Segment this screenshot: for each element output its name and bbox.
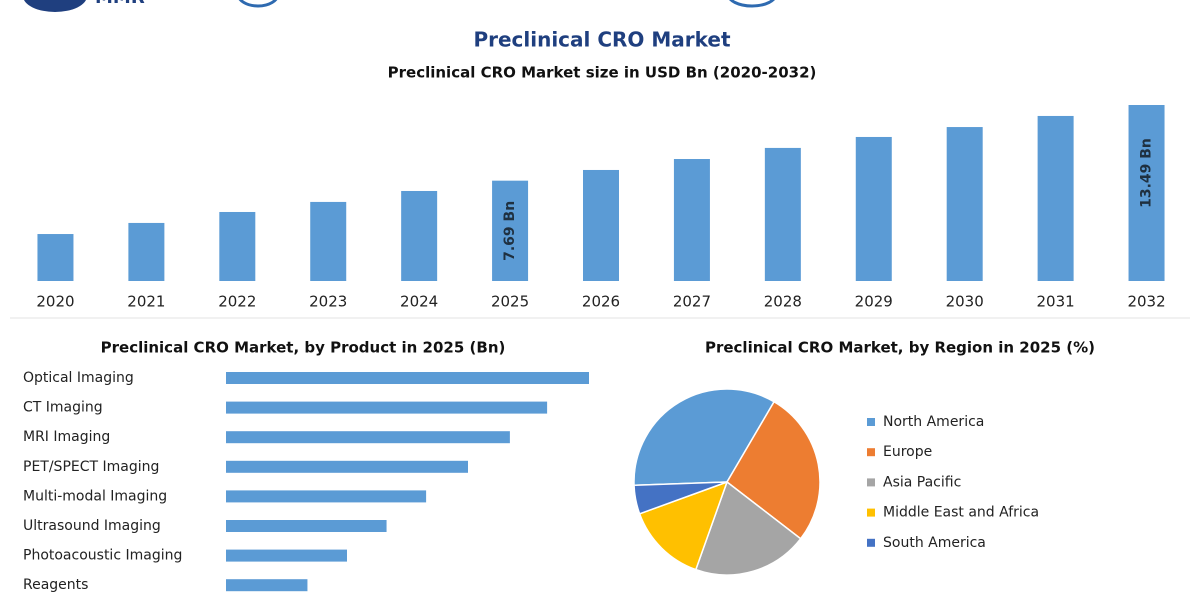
- bar: [764, 147, 801, 281]
- x-tick-label: 2029: [855, 293, 893, 311]
- y-tick-label: Optical Imaging: [23, 370, 134, 386]
- y-tick-label: Ultrasound Imaging: [23, 518, 161, 534]
- logo-shape: [729, 0, 775, 8]
- x-tick-label: 2021: [127, 293, 165, 311]
- pie-slice: [638, 480, 729, 571]
- legend-label: Europe: [883, 444, 932, 460]
- legend-swatch: [867, 478, 875, 487]
- bar: [855, 136, 892, 281]
- bar: [492, 180, 529, 281]
- legend-label: Asia Pacific: [883, 474, 961, 490]
- chart-title: Preclinical CRO Market, by Region in 202…: [705, 339, 1095, 357]
- x-tick-label: 2025: [491, 293, 529, 311]
- bar: [946, 127, 983, 282]
- y-tick-label: MRI Imaging: [23, 429, 110, 445]
- x-tick-label: 2028: [764, 293, 802, 311]
- y-tick-label: PET/SPECT Imaging: [23, 459, 159, 475]
- bar: [226, 520, 387, 532]
- bar: [226, 401, 548, 414]
- legend-swatch: [867, 508, 875, 517]
- x-tick-label: 2032: [1127, 293, 1165, 311]
- bar: [583, 169, 619, 281]
- value-label: 13.49 Bn: [1139, 138, 1155, 208]
- chart-title: Preclinical CRO Market size in USD Bn (2…: [388, 64, 817, 82]
- bar: [128, 222, 165, 281]
- x-tick-label: 2031: [1037, 293, 1075, 311]
- bar: [226, 549, 347, 562]
- bar: [401, 190, 438, 281]
- value-label: 7.69 Bn: [502, 201, 518, 261]
- pie-slice: [726, 400, 821, 540]
- logo-text: MMR: [95, 0, 145, 8]
- chart-title: Preclinical CRO Market, by Product in 20…: [101, 339, 506, 357]
- x-tick-label: 2023: [309, 293, 347, 311]
- legend-label: South America: [883, 535, 986, 551]
- x-tick-label: 2027: [673, 293, 711, 311]
- x-tick-label: 2030: [946, 293, 984, 311]
- logo-shape: [24, 0, 86, 12]
- bar: [226, 579, 308, 592]
- bar: [1037, 115, 1074, 281]
- pie-slice: [633, 481, 728, 515]
- bar: [226, 460, 468, 473]
- bar: [226, 372, 589, 384]
- legend-label: Middle East and Africa: [883, 505, 1039, 521]
- pie-slice: [694, 480, 802, 576]
- bar: [1128, 105, 1165, 281]
- logo-shape: [238, 0, 278, 8]
- y-tick-label: Reagents: [23, 577, 88, 593]
- bar: [219, 211, 256, 281]
- bar: [226, 490, 427, 503]
- legend-swatch: [867, 538, 875, 547]
- x-tick-label: 2022: [218, 293, 256, 311]
- y-tick-label: Multi-modal Imaging: [23, 488, 167, 504]
- y-tick-label: CT Imaging: [23, 400, 103, 416]
- legend-label: North America: [883, 414, 984, 430]
- bar: [310, 201, 347, 281]
- x-tick-label: 2026: [582, 293, 620, 311]
- legend-swatch: [867, 418, 875, 426]
- main-title: Preclinical CRO Market: [473, 28, 731, 52]
- logo: MMR: [24, 0, 775, 12]
- x-tick-label: 2020: [36, 293, 74, 311]
- bar: [673, 159, 710, 281]
- bar: [226, 431, 510, 444]
- legend-swatch: [867, 448, 875, 457]
- x-tick-label: 2024: [400, 293, 438, 311]
- y-tick-label: Photoacoustic Imaging: [23, 548, 182, 564]
- bar: [37, 234, 74, 281]
